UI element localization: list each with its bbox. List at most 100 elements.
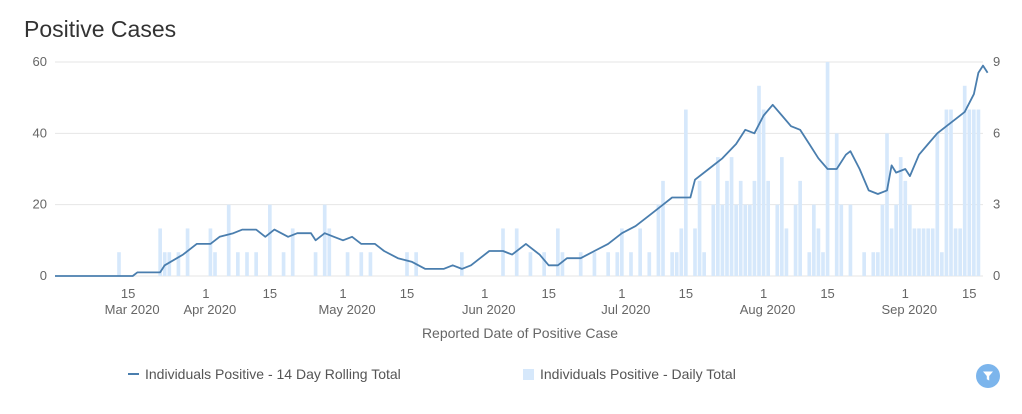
- daily-total-bar: [807, 252, 812, 276]
- legend-label-daily-total: Individuals Positive - Daily Total: [540, 366, 736, 382]
- daily-total-bar: [268, 204, 272, 276]
- daily-total-bar: [208, 228, 213, 276]
- daily-total-bar: [528, 252, 533, 276]
- daily-total-bar: [848, 204, 853, 276]
- daily-total-bar: [780, 157, 784, 276]
- daily-total-bar: [254, 252, 258, 276]
- x-month-label: Apr 2020: [183, 302, 236, 317]
- daily-total-bar: [953, 228, 958, 276]
- daily-total-bar: [185, 228, 190, 276]
- daily-total-bar: [972, 109, 976, 276]
- bar-swatch-icon: [523, 368, 534, 380]
- daily-total-bar: [894, 204, 898, 276]
- daily-total-bar: [629, 252, 633, 276]
- x-tick-label: 1: [760, 286, 767, 301]
- x-tick-label: 15: [263, 286, 277, 301]
- daily-total-bar: [834, 133, 839, 276]
- daily-total-bar: [684, 109, 688, 276]
- daily-total-bar: [839, 204, 844, 276]
- daily-total-bar: [313, 252, 318, 276]
- right-y-tick-label: 9: [993, 54, 1000, 69]
- daily-total-bar: [729, 157, 734, 276]
- x-tick-label: 1: [202, 286, 209, 301]
- daily-total-bar: [606, 252, 610, 276]
- daily-total-bar: [167, 252, 172, 276]
- x-tick-label: 15: [121, 286, 135, 301]
- daily-total-bar: [898, 157, 903, 276]
- daily-total-bar: [327, 228, 332, 276]
- x-tick-label: 1: [902, 286, 909, 301]
- x-tick-label: 1: [618, 286, 625, 301]
- x-month-label: Mar 2020: [105, 302, 160, 317]
- daily-total-bar: [245, 252, 249, 276]
- left-y-tick-label: 0: [40, 268, 47, 283]
- daily-total-bar: [944, 109, 949, 276]
- daily-total-bar: [720, 204, 725, 276]
- x-tick-label: 15: [400, 286, 414, 301]
- daily-total-bar: [322, 204, 327, 276]
- daily-total-bar: [821, 252, 825, 276]
- daily-total-bar: [693, 228, 697, 276]
- daily-total-bar: [761, 109, 766, 276]
- rolling-total-line: [55, 64, 989, 277]
- x-month-label: Aug 2020: [740, 302, 796, 317]
- daily-total-bar: [674, 252, 679, 276]
- x-tick-label: 1: [339, 286, 346, 301]
- daily-total-bar: [885, 133, 889, 276]
- daily-total-bar: [368, 252, 373, 276]
- daily-total-bar: [921, 228, 926, 276]
- legend-item-daily-total[interactable]: Individuals Positive - Daily Total: [523, 366, 736, 382]
- filter-button[interactable]: [976, 364, 1000, 388]
- daily-total-bar: [711, 204, 716, 276]
- x-tick-label: 15: [962, 286, 976, 301]
- daily-total-bar: [962, 85, 967, 277]
- filter-icon: [983, 371, 993, 381]
- left-y-tick-label: 40: [33, 125, 47, 140]
- x-tick-label: 15: [679, 286, 693, 301]
- daily-total-bar: [734, 204, 738, 276]
- daily-total-bar: [345, 252, 350, 276]
- daily-total-bar: [775, 204, 780, 276]
- daily-total-bar: [926, 228, 930, 276]
- daily-total-bar: [958, 228, 962, 276]
- daily-total-bar: [405, 252, 409, 276]
- daily-total-bar: [967, 109, 972, 276]
- gridlines: [55, 61, 983, 277]
- daily-total-bar: [670, 252, 674, 276]
- daily-total-bar: [697, 180, 702, 276]
- daily-total-bar: [661, 180, 665, 276]
- daily-total-bar: [908, 204, 912, 276]
- daily-total-bar: [871, 252, 876, 276]
- daily-total-bars: [117, 62, 981, 277]
- daily-total-bar: [903, 180, 908, 276]
- daily-total-bar: [738, 180, 743, 276]
- daily-total-bar: [679, 228, 684, 276]
- legend-item-rolling-total[interactable]: Individuals Positive - 14 Day Rolling To…: [128, 366, 401, 382]
- x-month-label: Jun 2020: [462, 302, 516, 317]
- daily-total-bar: [176, 252, 181, 276]
- daily-total-bar: [702, 252, 706, 276]
- line-swatch-icon: [128, 373, 139, 375]
- x-tick-label: 15: [820, 286, 834, 301]
- daily-total-bar: [213, 252, 217, 276]
- daily-total-bar: [514, 228, 519, 276]
- daily-total-bar: [725, 180, 729, 276]
- daily-total-bar: [656, 204, 661, 276]
- x-month-label: May 2020: [318, 302, 375, 317]
- right-y-tick-label: 3: [993, 197, 1000, 212]
- daily-total-bar: [912, 228, 917, 276]
- daily-total-bar: [117, 252, 121, 276]
- daily-total-bar: [226, 204, 231, 276]
- x-tick-label: 1: [481, 286, 488, 301]
- daily-total-bar: [556, 228, 560, 276]
- daily-total-bar: [716, 157, 720, 276]
- daily-total-bar: [359, 252, 364, 276]
- daily-total-bar: [542, 252, 546, 276]
- daily-total-bar: [236, 252, 240, 276]
- x-axis-title: Reported Date of Positive Case: [422, 325, 618, 341]
- chart-title: Positive Cases: [24, 16, 177, 42]
- daily-total-bar: [647, 252, 652, 276]
- daily-total-bar: [620, 228, 624, 276]
- daily-total-bar: [862, 252, 866, 276]
